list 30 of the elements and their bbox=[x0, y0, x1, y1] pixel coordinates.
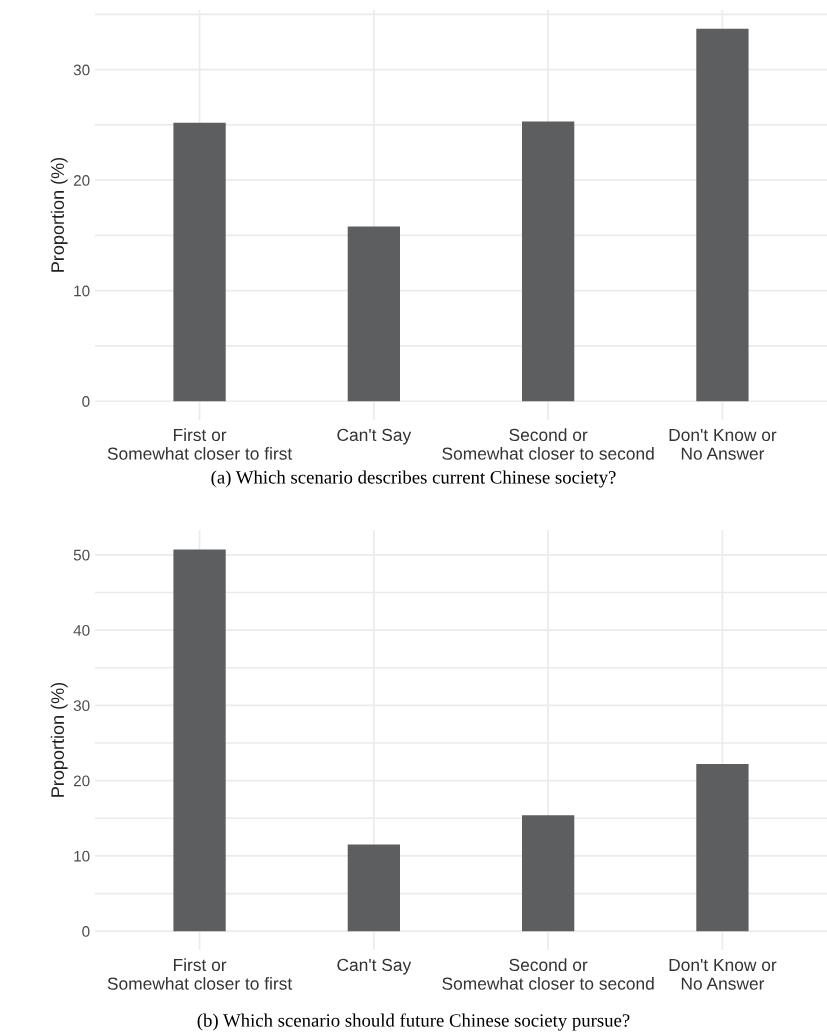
x-tick-label: Can't Say bbox=[337, 958, 412, 975]
y-tick-label: 20 bbox=[73, 775, 90, 787]
y-tick-label: 20 bbox=[73, 175, 90, 186]
y-tick-label: 30 bbox=[73, 700, 90, 712]
bar bbox=[347, 226, 400, 402]
y-tick-label: 30 bbox=[73, 64, 90, 76]
x-tick-label: First or Somewhat closer to first bbox=[107, 958, 293, 990]
bar bbox=[173, 549, 226, 932]
bar bbox=[696, 764, 749, 932]
bar bbox=[522, 815, 575, 932]
x-tick-label: First or Somewhat closer to first bbox=[107, 428, 293, 460]
y-axis-title: Proportion (%) bbox=[50, 157, 68, 272]
x-tick-label: Don't Know or No Answer bbox=[669, 958, 777, 990]
y-tick-label: 40 bbox=[73, 624, 90, 636]
bar bbox=[347, 844, 400, 932]
y-tick-label: 50 bbox=[73, 549, 90, 561]
x-tick-label: Don't Know or No Answer bbox=[669, 428, 777, 460]
x-tick-label: Can't Say bbox=[337, 428, 412, 445]
text: (b) Which scenario should future Chinese society pursue? bbox=[197, 1013, 630, 1031]
y-axis-title: Proportion (%) bbox=[50, 682, 68, 797]
text: (a) Which scenario describes current Chinese society? bbox=[211, 470, 616, 488]
y-tick-label: 0 bbox=[82, 396, 90, 407]
x-tick-label: Second or Somewhat closer to second bbox=[442, 958, 654, 990]
y-tick-label: 10 bbox=[74, 850, 90, 862]
bar bbox=[173, 122, 226, 402]
bar bbox=[696, 28, 749, 402]
bar bbox=[522, 121, 575, 402]
y-tick-label: 0 bbox=[82, 926, 90, 937]
x-tick-label: Second or Somewhat closer to second bbox=[442, 428, 654, 460]
y-tick-label: 10 bbox=[74, 285, 90, 297]
